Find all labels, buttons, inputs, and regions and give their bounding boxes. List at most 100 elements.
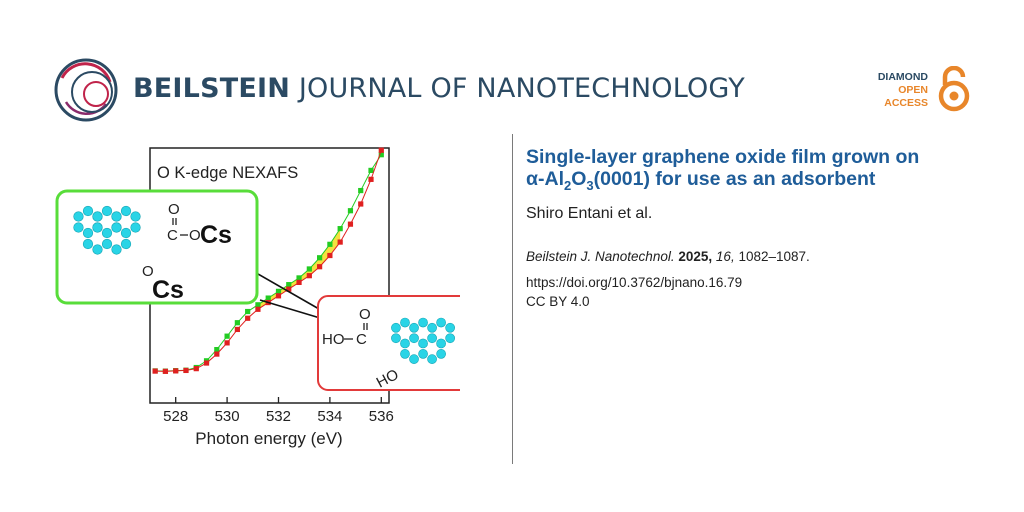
data-point bbox=[275, 293, 282, 299]
x-tick-label: 532 bbox=[266, 408, 291, 425]
data-point bbox=[368, 176, 374, 182]
data-point bbox=[255, 306, 261, 312]
carbon-atom bbox=[427, 322, 437, 333]
article-doi-link[interactable]: https://doi.org/10.3762/bjnano.16.79 bbox=[526, 274, 743, 290]
data-point bbox=[162, 368, 169, 374]
carbon-atom bbox=[436, 317, 446, 328]
carbon-atom bbox=[111, 244, 122, 255]
data-point bbox=[234, 326, 240, 333]
carbon-atom bbox=[400, 349, 410, 359]
graphical-abstract-figure: O K-edge NEXAFS 528 530 532 534 536 Photon e… bbox=[55, 147, 460, 448]
article-info: Single-layer graphene oxide film grown o… bbox=[526, 146, 996, 309]
data-point bbox=[203, 360, 210, 366]
carbon-atom bbox=[101, 238, 113, 250]
x-axis-label: Photon energy (eV) bbox=[195, 429, 342, 448]
carbon-atom bbox=[111, 222, 122, 233]
carbon-atom bbox=[409, 322, 419, 333]
data-point bbox=[317, 264, 323, 270]
carbon-atom bbox=[427, 354, 437, 364]
data-point bbox=[327, 241, 333, 247]
carbon-atom bbox=[92, 211, 103, 222]
x-tick-label: 534 bbox=[317, 408, 342, 425]
carbon-atom bbox=[130, 211, 141, 222]
data-point bbox=[317, 255, 323, 261]
data-point bbox=[193, 366, 199, 372]
oh-carboxyl-carbon: C bbox=[356, 331, 367, 348]
carbon-atom bbox=[445, 333, 456, 344]
carbon-atom bbox=[120, 205, 132, 217]
article-license: CC BY 4.0 bbox=[526, 293, 590, 309]
carbon-atom bbox=[120, 227, 132, 239]
x-tick-label: 536 bbox=[369, 408, 394, 425]
data-point bbox=[265, 295, 271, 301]
data-point bbox=[286, 282, 292, 288]
carbon-atom bbox=[445, 322, 456, 333]
oh-left-hydroxyl: HO bbox=[322, 331, 345, 348]
data-point bbox=[286, 286, 292, 292]
article-authors: Shiro Entani et al. bbox=[526, 204, 653, 222]
oh-graphene-atoms bbox=[391, 317, 456, 364]
data-point bbox=[214, 351, 220, 357]
carbon-atom bbox=[418, 349, 428, 359]
data-point bbox=[347, 221, 354, 227]
x-ticks-layer: 528 530 532 534 536 bbox=[163, 397, 394, 425]
vertical-divider bbox=[512, 134, 513, 464]
data-point bbox=[327, 252, 333, 259]
cs-carboxyl-oxygen: O bbox=[168, 201, 180, 218]
article-title[interactable]: Single-layer graphene oxide film grown o… bbox=[526, 146, 996, 197]
journal-name-rest: JOURNAL OF NANOTECHNOLOGY bbox=[298, 73, 745, 104]
carbon-atom bbox=[418, 317, 428, 328]
carbon-atom bbox=[436, 349, 446, 359]
carbon-atom bbox=[92, 244, 103, 255]
carbon-atom bbox=[130, 222, 141, 233]
data-point bbox=[255, 302, 261, 308]
carbon-atom bbox=[92, 222, 103, 233]
carbon-atom bbox=[436, 338, 446, 349]
data-point bbox=[245, 315, 251, 321]
cs-structure-box bbox=[55, 189, 259, 305]
journal-name-bold: BEILSTEIN bbox=[133, 73, 291, 104]
data-point bbox=[358, 187, 364, 194]
x-tick-label: 530 bbox=[215, 408, 240, 425]
cs-carboxyl-carbon: C bbox=[167, 227, 178, 244]
data-point bbox=[337, 226, 343, 232]
carbon-atom bbox=[73, 211, 84, 222]
badge-line-3: ACCESS bbox=[884, 97, 928, 109]
data-point bbox=[368, 167, 374, 173]
data-point bbox=[306, 266, 312, 272]
data-point bbox=[234, 320, 240, 326]
carbon-atom bbox=[73, 222, 84, 233]
data-point bbox=[337, 239, 343, 245]
oh-molecule: O HO C HO bbox=[322, 306, 456, 392]
data-point bbox=[214, 347, 220, 353]
data-point bbox=[152, 368, 158, 374]
chart-title: O K-edge NEXAFS bbox=[157, 164, 298, 182]
article-title-line-2: α-Al2O3(0001) for use as an adsorbent bbox=[526, 168, 876, 193]
open-access-lock-icon bbox=[938, 66, 970, 112]
data-point bbox=[224, 333, 230, 339]
data-point bbox=[224, 340, 230, 346]
data-point bbox=[275, 288, 282, 294]
oh-carboxyl-oxygen: O bbox=[359, 306, 371, 323]
cs-label-2: Cs bbox=[152, 276, 184, 304]
carbon-atom bbox=[111, 211, 122, 222]
carbon-atom bbox=[82, 205, 94, 217]
carbon-atom bbox=[101, 227, 113, 239]
carbon-atom bbox=[409, 333, 419, 344]
carbon-atom bbox=[82, 227, 94, 239]
carbon-atom bbox=[391, 322, 401, 333]
x-tick-label: 528 bbox=[163, 408, 188, 425]
carbon-atom bbox=[418, 338, 428, 349]
data-point bbox=[378, 152, 384, 158]
carbon-atom bbox=[120, 238, 132, 250]
carbon-atom bbox=[82, 238, 94, 250]
cs-lower-oxygen: O bbox=[142, 263, 154, 280]
cs-molecule: O C O Cs O Cs bbox=[73, 201, 232, 304]
carbon-atom bbox=[101, 205, 113, 217]
carbon-atom bbox=[391, 333, 401, 344]
data-point bbox=[183, 367, 189, 374]
data-point bbox=[378, 147, 384, 153]
data-point bbox=[296, 275, 302, 281]
journal-name: BEILSTEIN JOURNAL OF NANOTECHNOLOGY bbox=[133, 73, 745, 104]
data-point bbox=[296, 279, 302, 285]
